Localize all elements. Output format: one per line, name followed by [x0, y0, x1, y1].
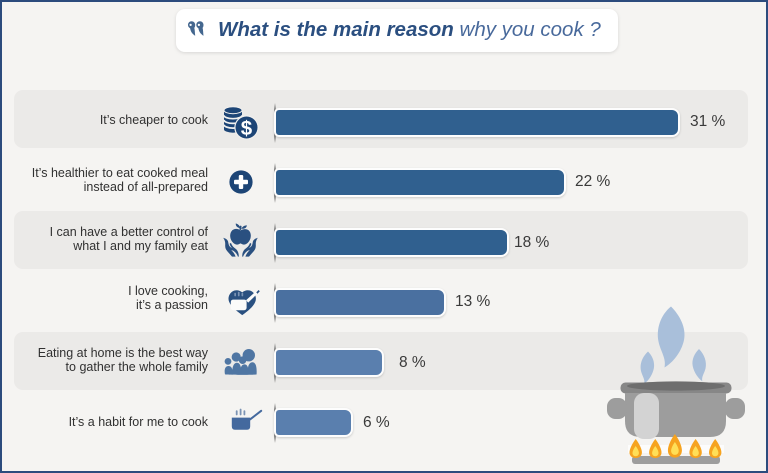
svg-text:$: $ [241, 117, 253, 140]
